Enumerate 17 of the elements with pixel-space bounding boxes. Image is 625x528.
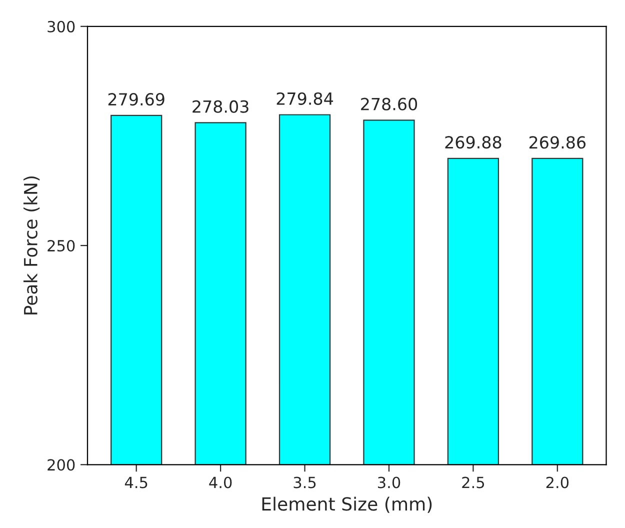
x-tick-label: 3.5 <box>294 476 316 488</box>
y-axis-title: Peak Force (kN) <box>24 176 40 314</box>
data-label: 269.86 <box>529 136 586 149</box>
x-tick-label: 2.5 <box>462 476 484 488</box>
y-tick-label: 200 <box>48 459 75 471</box>
data-label: 278.60 <box>361 98 418 110</box>
data-label: 279.69 <box>108 92 164 106</box>
x-tick-label: 2.0 <box>546 476 569 488</box>
data-label: 269.88 <box>445 136 502 149</box>
x-tick-label: 3.0 <box>378 476 400 488</box>
x-tick-label: 4.5 <box>124 476 148 488</box>
x-tick-label: 4.0 <box>209 476 232 488</box>
y-tick-label: 250 <box>48 240 75 252</box>
data-label: 278.03 <box>192 100 248 113</box>
data-label: 279.84 <box>276 92 333 105</box>
x-axis-title: Element Size (mm) <box>262 496 432 513</box>
y-tick-label: 300 <box>48 20 75 32</box>
